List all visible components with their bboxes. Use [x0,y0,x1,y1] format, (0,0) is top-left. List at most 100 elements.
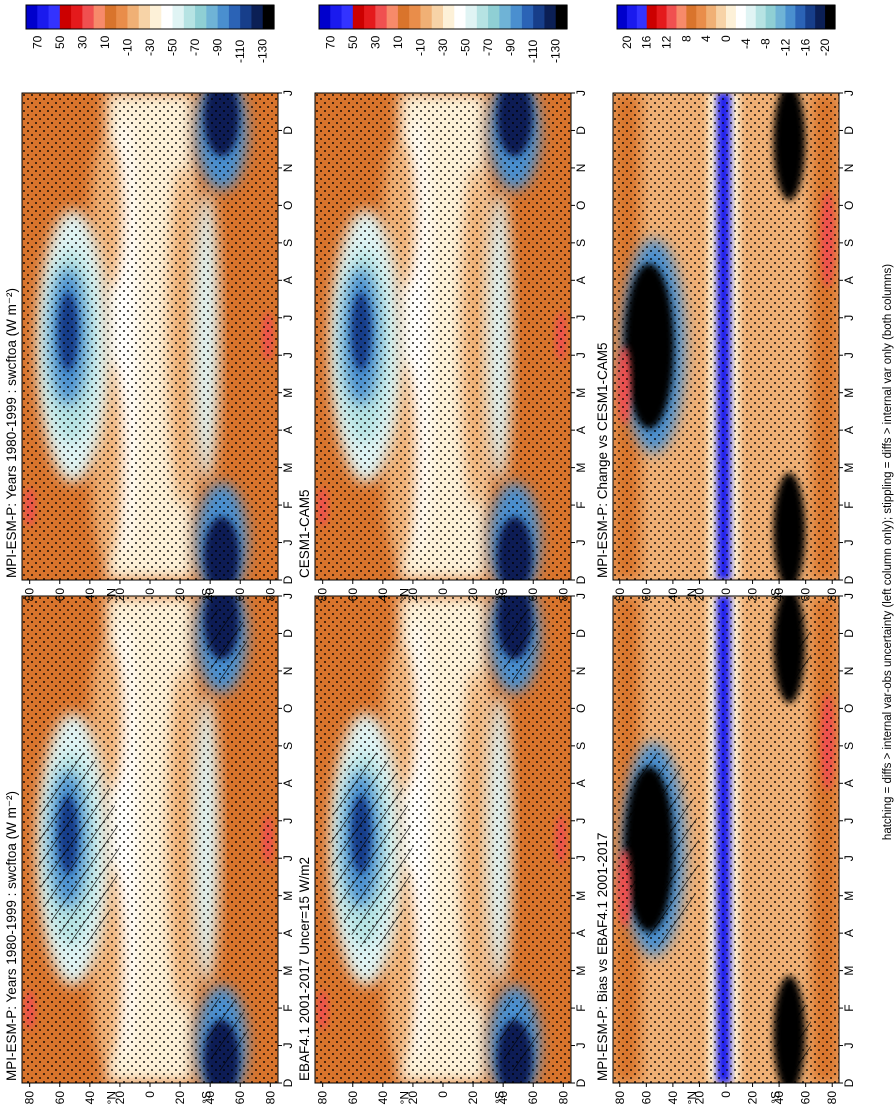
panel-3-colorbar-label: -70 [481,38,495,56]
panel-5-lat-label: 20 [746,588,760,602]
panel-1-colorbar-label: -10 [120,38,134,56]
panel-3-colorbar-cell [443,5,455,29]
panel-2-month-label: O [574,704,588,713]
panel-0-month-label: J [281,593,295,599]
panel-3-month-label: S [574,239,588,247]
panel-5-colorbar-cell [676,5,687,29]
panel-2-field [315,596,571,1083]
panel-3-colorbar-cell [488,5,500,29]
panel-5-month-label: J [842,540,856,546]
panel-0-month-label: S [281,742,295,750]
panel-5-colorbar-cell [666,5,678,29]
panel-5-colorbar-label: 16 [640,35,654,49]
panel-1-colorbar-label: -70 [188,38,202,56]
panel-2-hemisphere-label: °N [398,1091,412,1104]
panel-3-lat-label: 0 [436,588,450,595]
panel-3-month-label: D [574,575,588,584]
panel-4-month-label: S [842,742,856,750]
panel-1-lat-label: 60 [233,588,247,602]
panel-5-month-label: A [842,426,856,434]
panel-4-hatching [626,751,699,947]
panel-1-month-label: J [281,540,295,546]
panel-1-colorbar-cell [183,5,196,29]
panel-4-month-label: J [842,818,856,824]
panel-3-hemisphere-label: °S [492,588,506,601]
panel-1-month-label: M [281,388,295,398]
panel-5-month-label: D [842,575,856,584]
panel-1-month-label: A [281,426,295,434]
panel-2-month-label: A [574,929,588,937]
panel-1-colorbar-cell [150,5,162,29]
panel-0-hemisphere-label: °N [105,1091,119,1104]
panel-0-month-label: J [281,818,295,824]
panel-3-colorbar-cell [465,5,478,29]
panel-5-colorbar-label: 12 [660,35,674,49]
panel-0-month-label: A [281,779,295,787]
panel-3-colorbar-cell [431,5,444,29]
panel-3-month-label: M [574,463,588,473]
panel-2-hatching [499,605,541,684]
panel-3-colorbar-cell [533,5,546,29]
panel-3-colorbar-cell [510,5,523,29]
panel-0-month-label: J [281,1043,295,1049]
panel-3-colorbar-label: 10 [391,35,405,49]
panel-5-month-label: S [842,239,856,247]
panel-3-month-label: F [574,501,588,508]
panel-1-stippling [22,93,278,580]
panel-5-lat-label: 60 [639,588,653,602]
panel-1-month-label: N [281,164,295,173]
panel-4-lat-label: 40 [666,1091,680,1105]
panel-5-colorbar-cell [726,5,737,29]
panel-1-lat-label: 20 [173,588,187,602]
panel-2-month-label: S [574,742,588,750]
panel-2-month-label: J [574,1043,588,1049]
panel-3-colorbar-cell [454,5,467,29]
panel-5-colorbar-label: -20 [818,38,832,56]
panel-1-colorbar-cell [138,5,151,29]
panel-4-hatching [775,995,812,1074]
panel-5-colorbar-cell [617,5,628,29]
panel-2-month-label: J [574,593,588,599]
panel-5-lat-label: 60 [799,588,813,602]
panel-0-title: MPI-ESM-P: Years 1980-1999 : swcftoa (W … [4,791,19,1081]
panel-0-field [22,596,278,1083]
panel-2-hatching [499,995,541,1074]
panel-0-month-label: O [281,704,295,713]
panel-1-month-label: O [281,201,295,210]
panel-1-hemisphere-label: °N [105,588,119,601]
panel-2-lat-label: 40 [376,1091,390,1105]
panel-5-colorbar-label: -8 [759,38,773,49]
panel-5-colorbar-cell [795,5,806,29]
panel-5-lat-label: 80 [613,588,627,602]
panel-2-lat-label: 20 [406,1091,420,1105]
panel-2-lat-label: 20 [466,1091,480,1105]
panel-0-month-label: A [281,929,295,937]
panel-5-colorbar-label: 20 [620,35,634,49]
panel-1-colorbar-label: -130 [256,39,270,63]
panel-5-month-label: A [842,276,856,284]
panel-1-colorbar-cell [206,5,219,29]
panel-3-colorbar-cell [386,5,399,29]
panel-3-colorbar-cell [319,5,331,29]
panel-2-lat-label: 60 [526,1091,540,1105]
panel-3-month-label: M [574,388,588,398]
panel-5-title: MPI-ESM-P: Change vs CESM1-CAM5 [595,342,610,578]
panel-3-title: CESM1-CAM5 [297,489,312,578]
panel-3-colorbar-cell [330,5,343,29]
panel-3-colorbar-label: -130 [549,39,563,63]
panel-2-lat-label: 80 [556,1091,570,1105]
panel-0-hatching [206,995,248,1074]
panel-4-month-label: M [842,891,856,901]
panel-3-lat-label: 60 [346,588,360,602]
panel-4-lat-label: 80 [825,1091,839,1105]
panel-5-colorbar-cell [636,5,648,29]
panel-4-hatching [775,605,812,684]
panel-5-month-label: M [842,463,856,473]
panel-1-colorbar-cell [195,5,207,29]
panel-0-month-label: N [281,667,295,676]
panel-1-title: MPI-ESM-P: Years 1980-1999 : swcftoa (W … [4,288,19,578]
panel-4-lat-label: 60 [799,1091,813,1105]
panel-1-lat-label: 80 [263,588,277,602]
